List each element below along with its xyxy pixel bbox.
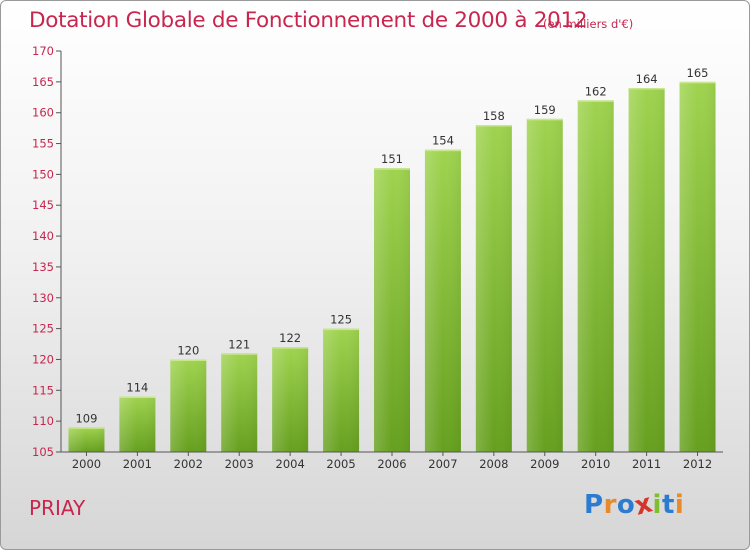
- y-tick-label: 120: [32, 352, 54, 366]
- bar-top-edge-2008: [475, 125, 512, 127]
- x-tick-label-2000: 2000: [72, 457, 101, 471]
- value-label-2005: 125: [330, 313, 352, 327]
- y-tick-label: 145: [32, 198, 54, 212]
- x-tick-label-2009: 2009: [530, 457, 559, 471]
- brand-logo-letter: t: [661, 490, 675, 520]
- brand-logo-letter: r: [603, 490, 617, 520]
- bar-top-edge-2009: [526, 118, 563, 121]
- value-label-2001: 114: [126, 380, 148, 394]
- bar-top-edge-2010: [577, 100, 614, 102]
- bar-top-edge-2002: [170, 359, 207, 361]
- chart-title: Dotation Globale de Fonctionnement de 20…: [29, 8, 588, 33]
- value-label-2007: 154: [432, 134, 454, 148]
- y-tick-label: 115: [32, 383, 54, 397]
- value-label-2004: 122: [279, 331, 301, 345]
- bar-shine-2005: [323, 328, 360, 452]
- bar-top-edge-2007: [424, 149, 461, 152]
- bar-shine-2012: [679, 81, 716, 452]
- y-tick-label: 135: [32, 260, 54, 274]
- x-tick-label-2008: 2008: [479, 457, 508, 471]
- y-tick-label: 125: [32, 322, 54, 336]
- brand-logo: Proxiti: [584, 488, 685, 521]
- x-tick-label-2003: 2003: [225, 457, 254, 471]
- x-tick-label-2002: 2002: [174, 457, 203, 471]
- x-tick-label-2006: 2006: [377, 457, 406, 471]
- bar-top-edge-2000: [68, 427, 105, 429]
- value-label-2010: 162: [585, 84, 607, 98]
- x-tick-label-2007: 2007: [428, 457, 457, 471]
- brand-logo-letter: o: [616, 490, 636, 520]
- bar-shine-2010: [577, 100, 614, 452]
- bar-shine-2004: [272, 347, 309, 452]
- x-tick-label-2001: 2001: [123, 457, 152, 471]
- y-tick-label: 105: [32, 445, 54, 459]
- brand-logo-letter: i: [674, 490, 685, 520]
- bar-top-edge-2004: [272, 347, 309, 349]
- bar-top-edge-2006: [374, 168, 410, 170]
- commune-name: PRIAY: [29, 496, 86, 520]
- value-label-2011: 164: [636, 72, 658, 86]
- bar-shine-2001: [119, 396, 156, 452]
- y-tick-label: 160: [32, 106, 54, 120]
- bar-shine-2011: [628, 88, 665, 452]
- bar-shine-2007: [424, 149, 461, 452]
- bar-shine-2003: [221, 353, 258, 452]
- bar-shine-2002: [170, 359, 207, 452]
- value-label-2012: 165: [687, 66, 709, 80]
- bar-top-edge-2011: [628, 88, 665, 90]
- bar-top-edge-2005: [323, 328, 360, 331]
- x-tick-label-2004: 2004: [276, 457, 305, 471]
- bar-shine-2000: [68, 427, 105, 452]
- bar-shine-2006: [374, 168, 410, 452]
- bar-top-edge-2001: [119, 396, 156, 398]
- bar-top-edge-2003: [221, 353, 258, 355]
- x-tick-label-2011: 2011: [632, 457, 661, 471]
- value-label-2008: 158: [483, 109, 505, 123]
- y-tick-label: 150: [32, 167, 54, 181]
- value-label-2000: 109: [75, 411, 97, 425]
- y-tick-label: 130: [32, 291, 54, 305]
- y-tick-label: 170: [32, 44, 54, 58]
- y-tick-label: 140: [32, 229, 54, 243]
- value-label-2002: 120: [177, 343, 199, 357]
- value-label-2009: 159: [534, 103, 556, 117]
- x-tick-label-2005: 2005: [326, 457, 355, 471]
- y-tick-label: 110: [32, 414, 54, 428]
- x-tick-label-2012: 2012: [683, 457, 712, 471]
- y-tick-label: 165: [32, 75, 54, 89]
- x-tick-label-2010: 2010: [581, 457, 610, 471]
- chart-subtitle: (en milliers d'€): [543, 17, 634, 31]
- value-label-2006: 151: [381, 152, 403, 166]
- y-tick-label: 155: [32, 137, 54, 151]
- bar-shine-2009: [526, 118, 563, 452]
- brand-logo-letter: i: [652, 490, 662, 520]
- bar-top-edge-2012: [679, 81, 716, 84]
- brand-logo-letter: P: [584, 490, 604, 520]
- value-label-2003: 121: [228, 337, 250, 351]
- bar-shine-2008: [475, 125, 512, 453]
